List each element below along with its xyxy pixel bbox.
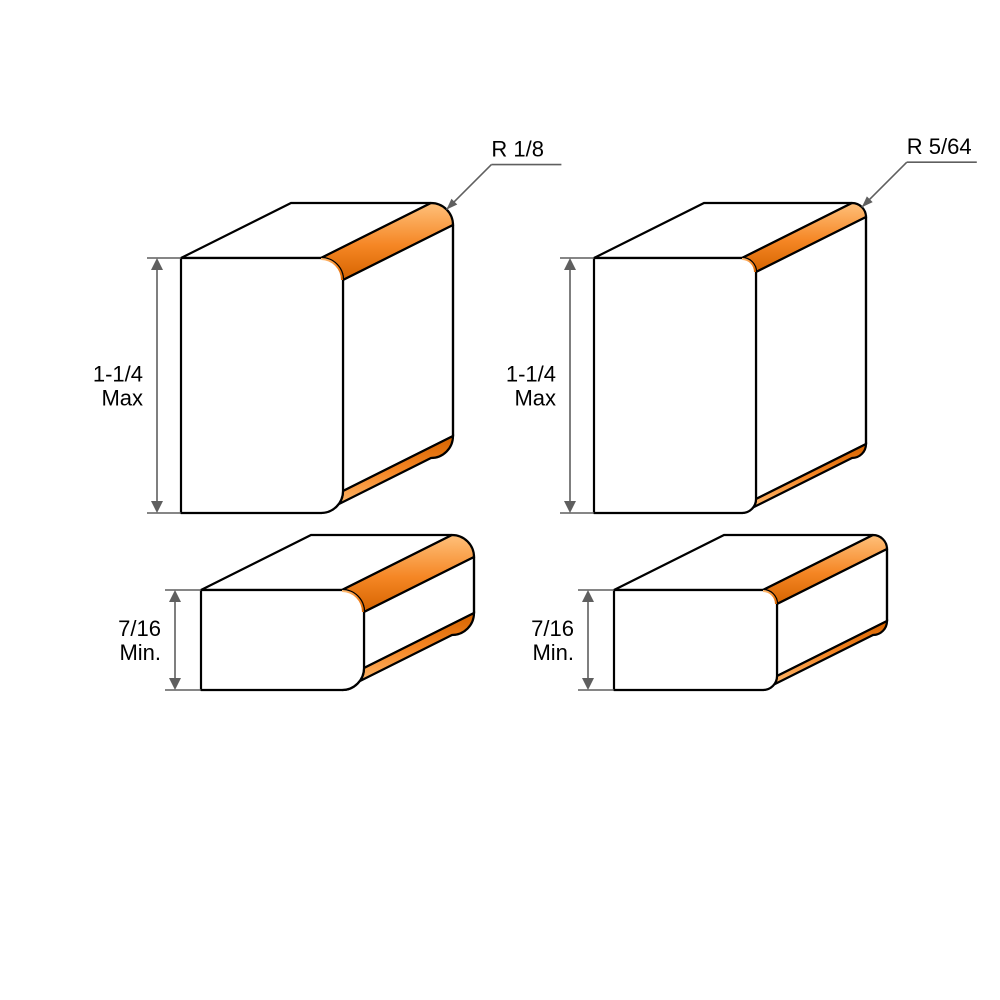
- profile-diagram: 1-1/4MaxR 1/81-1/4MaxR 5/647/16Min.7/16M…: [0, 0, 1000, 1000]
- block-bottom-right-height-label-1: 7/16: [531, 616, 574, 641]
- block-bottom-right: 7/16Min.: [531, 535, 887, 690]
- block-top-left: 1-1/4MaxR 1/8: [93, 137, 562, 513]
- block-top-left-height-label-2: Max: [101, 386, 143, 411]
- block-bottom-left: 7/16Min.: [118, 535, 474, 690]
- block-top-right-height-label-1: 1-1/4: [506, 362, 556, 387]
- block-top-right-radius-label: R 5/64: [907, 134, 972, 159]
- block-top-right-height-label-2: Max: [514, 386, 556, 411]
- block-top-left-radius-label: R 1/8: [491, 137, 544, 162]
- block-bottom-left-height-label-2: Min.: [119, 640, 161, 665]
- block-top-left-height-label-1: 1-1/4: [93, 362, 143, 387]
- block-bottom-left-height-label-1: 7/16: [118, 616, 161, 641]
- block-bottom-right-height-label-2: Min.: [532, 640, 574, 665]
- block-top-right: 1-1/4Max R 5/64: [506, 134, 977, 513]
